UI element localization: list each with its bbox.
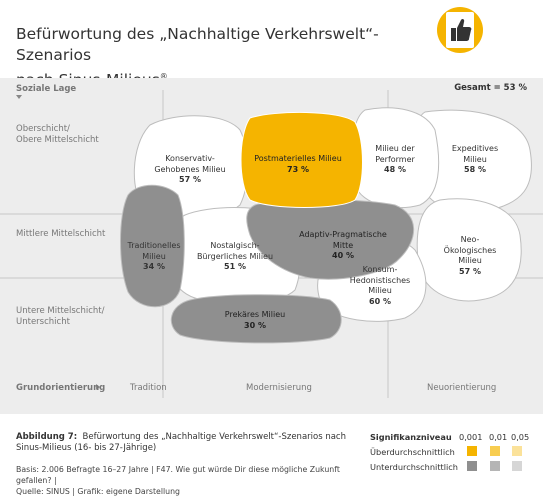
- milieu-neooeko-line1: Neo-: [460, 235, 480, 244]
- milieu-nostalgisch-line1: Nostalgisch-: [210, 241, 260, 250]
- x-category-neuorientierung: Neuorientierung: [427, 383, 497, 393]
- x-category-modernisierung: Modernisierung: [246, 383, 312, 393]
- y-axis-head: Soziale Lage: [16, 84, 77, 94]
- legend-square-below-2: [490, 461, 500, 471]
- milieu-konsum-value: 60 %: [369, 296, 391, 306]
- milieu-neooeko-value: 57 %: [459, 266, 481, 276]
- milieu-nostalgisch-line2: Bürgerliches Milieu: [196, 251, 274, 261]
- milieu-expeditiv-line1: Expeditives: [451, 144, 499, 153]
- significance-above-label: Überdurchschnittlich: [370, 447, 455, 457]
- milieu-konsum: Konsum- Hedonistisches Milieu 60 %: [340, 265, 420, 307]
- caption-label: Abbildung 7:: [16, 432, 78, 442]
- milieu-konsum-line2: Hedonistisches: [349, 275, 411, 285]
- y-level-lower-line1: Untere Mittelschicht/: [16, 306, 105, 316]
- legend-square-above-2: [490, 446, 500, 456]
- milieu-adaptiv-line1: Adaptiv-Pragmatische: [299, 230, 387, 239]
- y-level-middle: Mittlere Mittelschicht: [16, 229, 105, 240]
- figure-caption: Abbildung 7: Befürwortung des „Nachhalti…: [16, 432, 346, 454]
- y-level-upper-line2: Obere Mittelschicht: [16, 135, 99, 145]
- caret-right-icon: [96, 384, 100, 390]
- source-line-2: Quelle: SINUS | Grafik: eigene Darstellu…: [16, 487, 180, 496]
- legend-square-above-1: [467, 446, 477, 456]
- milieu-expeditiv-value: 58 %: [464, 165, 486, 174]
- milieu-konservativ: Konservativ- Gehobenes Milieu 57 %: [150, 154, 230, 186]
- title-line-1: Befürwortung des „Nachhaltige Verkehrswe…: [16, 25, 379, 64]
- milieu-expeditiv-line2: Milieu: [463, 154, 487, 164]
- significance-level-1: 0,001: [459, 432, 483, 442]
- milieu-adaptiv-line2: Mitte: [332, 240, 354, 250]
- y-level-upper: Oberschicht/ Obere Mittelschicht: [16, 124, 99, 146]
- significance-level-3: 0,05: [511, 432, 530, 442]
- x-axis-head: Grundorientierung: [16, 383, 106, 393]
- milieu-performer-value: 48 %: [384, 165, 406, 174]
- milieu-shape-praekaer: [170, 294, 342, 344]
- milieu-traditionell-line2: Milieu: [142, 251, 166, 261]
- gesamt-value: Gesamt = 53 %: [454, 83, 527, 93]
- y-level-middle-line1: Mittlere Mittelschicht: [16, 229, 106, 239]
- source-line-1: Basis: 2.006 Befragte 16–27 Jahre | F47.…: [16, 465, 340, 485]
- milieu-performer-line2: Performer: [375, 154, 415, 164]
- milieu-konservativ-line1: Konservativ-: [165, 154, 215, 163]
- milieu-shape-postmateriell: [240, 111, 363, 208]
- milieu-performer: Milieu der Performer 48 %: [360, 144, 430, 176]
- significance-head: Signifikanzniveau: [370, 432, 452, 442]
- milieu-shape-adaptiv: [246, 199, 415, 280]
- caption-text: Befürwortung des „Nachhaltige Verkehrswe…: [16, 432, 346, 453]
- milieu-konsum-line3: Milieu: [368, 286, 392, 295]
- thumbs-up-icon: [436, 6, 484, 54]
- milieu-nostalgisch: Nostalgisch- Bürgerliches Milieu 51 %: [190, 241, 280, 273]
- milieu-adaptiv-value: 40 %: [332, 251, 354, 260]
- significance-below-label: Unterdurchschnittlich: [370, 462, 458, 472]
- milieu-traditionell: Traditionelles Milieu 34 %: [118, 241, 190, 273]
- registered-mark: ®: [159, 72, 168, 81]
- milieu-praekaer-line1: Prekäres Milieu: [224, 310, 286, 319]
- y-level-upper-line1: Oberschicht/: [16, 124, 70, 134]
- y-level-lower-line2: Unterschicht: [16, 317, 70, 327]
- legend-square-above-3: [512, 446, 522, 456]
- milieu-neooeko-line2: Ökologisches: [443, 245, 497, 255]
- milieu-neooeko-line3: Milieu: [458, 256, 482, 265]
- milieu-shape-traditionell: [120, 184, 185, 308]
- milieu-performer-line1: Milieu der: [375, 144, 415, 153]
- legend-square-below-3: [512, 461, 522, 471]
- milieu-adaptiv: Adaptiv-Pragmatische Mitte 40 %: [288, 230, 398, 262]
- source-note: Basis: 2.006 Befragte 16–27 Jahre | F47.…: [16, 464, 346, 497]
- legend-square-below-1: [467, 461, 477, 471]
- milieu-neooeko: Neo- Ökologisches Milieu 57 %: [435, 235, 505, 277]
- milieu-postmateriell: Postmaterielles Milieu 73 %: [246, 154, 350, 175]
- milieu-konsum-line1: Konsum-: [362, 265, 398, 274]
- milieu-konservativ-value: 57 %: [179, 175, 201, 184]
- milieu-nostalgisch-value: 51 %: [224, 262, 246, 271]
- milieu-postmateriell-value: 73 %: [287, 164, 309, 174]
- milieu-traditionell-value: 34 %: [143, 262, 165, 271]
- milieu-shape-neooeko: [416, 198, 522, 302]
- footer: [0, 414, 543, 500]
- significance-level-2: 0,01: [489, 432, 508, 442]
- milieu-konservativ-line2: Gehobenes Milieu: [154, 164, 226, 174]
- caret-down-icon: [16, 95, 22, 99]
- y-level-lower: Untere Mittelschicht/ Unterschicht: [16, 306, 104, 328]
- milieu-traditionell-line1: Traditionelles: [127, 241, 181, 250]
- milieu-praekaer-value: 30 %: [244, 320, 266, 330]
- x-category-tradition: Tradition: [130, 383, 167, 393]
- milieu-postmateriell-line1: Postmaterielles Milieu: [254, 154, 342, 163]
- milieu-expeditiv: Expeditives Milieu 58 %: [440, 144, 510, 176]
- milieu-praekaer: Prekäres Milieu 30 %: [205, 310, 305, 331]
